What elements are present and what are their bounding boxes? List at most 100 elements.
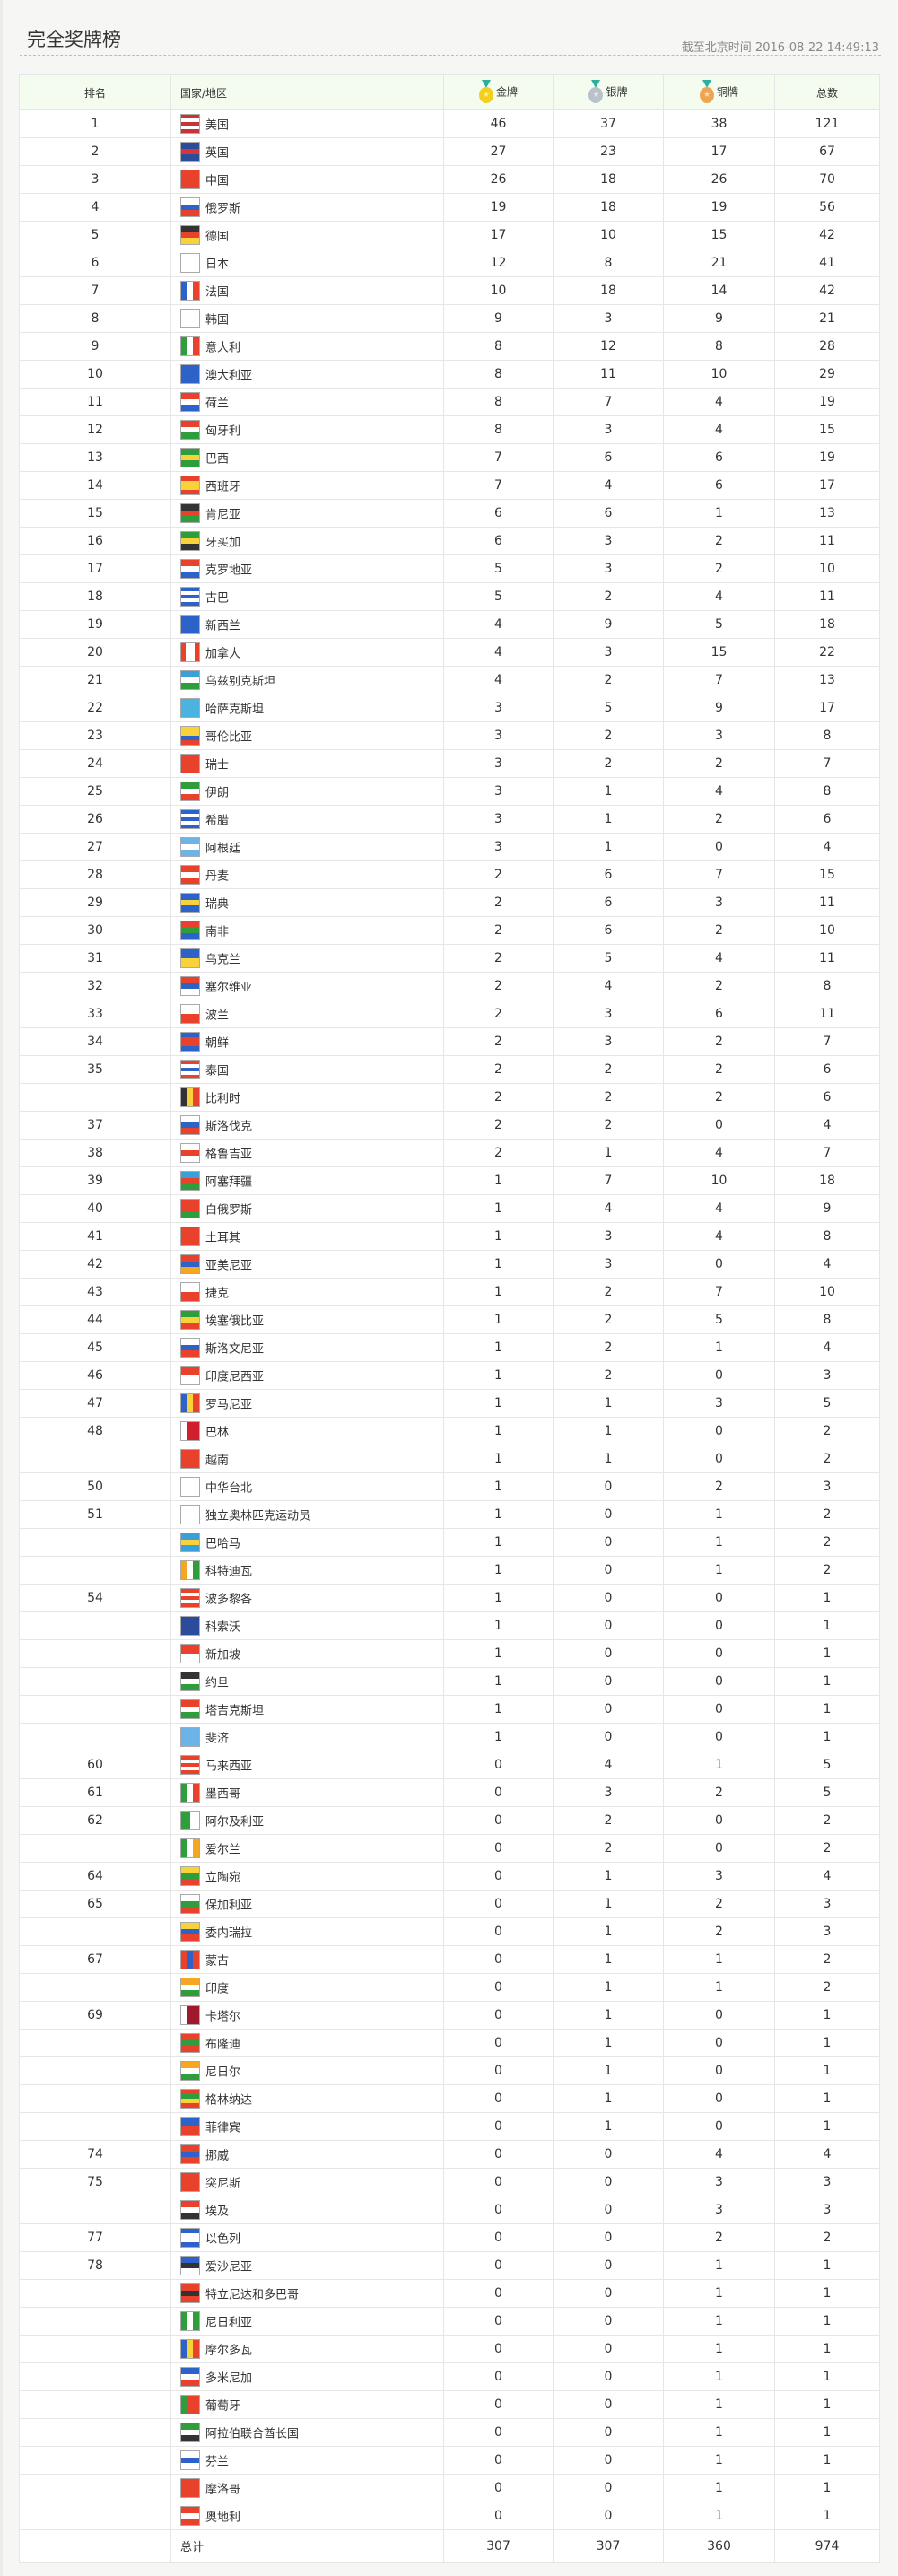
bronze-count: 1 (663, 2502, 775, 2530)
table-row: 39 阿塞拜疆 1 7 10 18 (19, 1166, 880, 1195)
bronze-count: 2 (663, 1917, 775, 1946)
silver-count: 0 (553, 1611, 664, 1640)
bronze-count: 7 (663, 860, 775, 889)
flag-icon (180, 1310, 200, 1330)
gold-count: 1 (443, 1723, 554, 1751)
gold-count: 0 (443, 2029, 554, 2057)
flag-icon (180, 754, 200, 773)
flag-icon (180, 1894, 200, 1914)
country-name: 朝鲜 (205, 1036, 230, 1051)
country-name: 埃塞俄比亚 (205, 1314, 265, 1329)
gold-count: 7 (443, 471, 554, 500)
flag-icon (180, 1199, 200, 1218)
gold-count: 0 (443, 1973, 554, 2002)
flag-icon (180, 1171, 200, 1191)
gold-count: 17 (443, 221, 554, 249)
table-row: 格林纳达 0 1 0 1 (19, 2084, 880, 2113)
total-count: 42 (774, 276, 880, 305)
flag-icon (180, 1672, 200, 1691)
gold-count: 4 (443, 666, 554, 694)
silver-count: 12 (553, 332, 664, 361)
flag-icon (180, 448, 200, 467)
silver-count: 4 (553, 1194, 664, 1223)
country-name: 南非 (205, 925, 230, 939)
table-row: 7 法国 10 18 14 42 (19, 276, 880, 305)
country-name: 科索沃 (205, 1620, 241, 1635)
gold-count: 27 (443, 137, 554, 166)
header-total: 总数 (774, 74, 880, 110)
country-cell: 美国 (170, 109, 444, 138)
rank-cell (19, 2474, 171, 2502)
table-row: 10 澳大利亚 8 11 10 29 (19, 360, 880, 389)
gold-count: 2 (443, 1111, 554, 1140)
total-count: 9 (774, 1194, 880, 1223)
country-cell: 丹麦 (170, 860, 444, 889)
rank-cell: 29 (19, 888, 171, 917)
rank-cell: 10 (19, 360, 171, 389)
country-cell: 特立尼达和多巴哥 (170, 2279, 444, 2308)
table-row: 46 印度尼西亚 1 2 0 3 (19, 1361, 880, 1390)
gold-count: 0 (443, 1778, 554, 1807)
table-row: 77 以色列 0 0 2 2 (19, 2223, 880, 2252)
country-name: 布隆迪 (205, 2038, 241, 2052)
country-cell: 保加利亚 (170, 1890, 444, 1918)
rank-cell: 19 (19, 610, 171, 639)
silver-count: 3 (553, 1222, 664, 1251)
total-count: 1 (774, 2084, 880, 2113)
silver-count: 0 (553, 1500, 664, 1529)
country-cell: 哥伦比亚 (170, 721, 444, 750)
flag-icon (180, 837, 200, 857)
bronze-count: 0 (663, 2112, 775, 2141)
flag-icon (180, 1338, 200, 1358)
gold-count: 0 (443, 2251, 554, 2280)
rank-cell (19, 1611, 171, 1640)
gold-count: 26 (443, 165, 554, 194)
bronze-count: 10 (663, 1166, 775, 1195)
table-row: 74 挪威 0 0 4 4 (19, 2140, 880, 2169)
total-count: 1 (774, 2001, 880, 2030)
total-count: 3 (774, 1361, 880, 1390)
table-row: 摩尔多瓦 0 0 1 1 (19, 2335, 880, 2363)
country-cell: 葡萄牙 (170, 2390, 444, 2419)
country-name: 格林纳达 (205, 2093, 253, 2108)
country-name: 越南 (205, 1454, 230, 1468)
bronze-count: 2 (663, 805, 775, 834)
silver-count: 1 (553, 2001, 664, 2030)
header-bronze-label: 铜牌 (716, 85, 738, 99)
country-cell: 土耳其 (170, 1222, 444, 1251)
country-cell: 科索沃 (170, 1611, 444, 1640)
table-row: 65 保加利亚 0 1 2 3 (19, 1890, 880, 1918)
country-name: 保加利亚 (205, 1899, 253, 1913)
silver-count: 0 (553, 1667, 664, 1696)
rank-cell: 27 (19, 833, 171, 861)
country-cell: 伊朗 (170, 777, 444, 806)
country-name: 古巴 (205, 591, 230, 606)
country-name: 牙买加 (205, 536, 241, 550)
total-count: 1 (774, 1695, 880, 1724)
rank-cell: 2 (19, 137, 171, 166)
country-name: 阿根廷 (205, 842, 241, 856)
country-cell: 澳大利亚 (170, 360, 444, 389)
rank-cell (19, 2335, 171, 2363)
bronze-count: 9 (663, 694, 775, 722)
total-count: 2 (774, 1945, 880, 1974)
rank-cell: 24 (19, 749, 171, 778)
rank-cell: 13 (19, 443, 171, 472)
rank-cell (19, 1917, 171, 1946)
table-row: 37 斯洛伐克 2 2 0 4 (19, 1111, 880, 1140)
rank-cell: 18 (19, 582, 171, 611)
bronze-count: 38 (663, 109, 775, 138)
total-count: 6 (774, 1083, 880, 1112)
silver-count: 0 (553, 2251, 664, 2280)
silver-count: 0 (553, 1528, 664, 1557)
country-name: 新西兰 (205, 619, 241, 633)
total-count: 4 (774, 1333, 880, 1362)
gold-count: 0 (443, 1806, 554, 1835)
table-row: 17 克罗地亚 5 3 2 10 (19, 554, 880, 583)
country-name: 塔吉克斯坦 (205, 1704, 265, 1718)
silver-count: 18 (553, 165, 664, 194)
total-count: 4 (774, 1111, 880, 1140)
country-name: 瑞典 (205, 897, 230, 912)
country-name: 阿尔及利亚 (205, 1815, 265, 1829)
flag-icon (180, 893, 200, 913)
